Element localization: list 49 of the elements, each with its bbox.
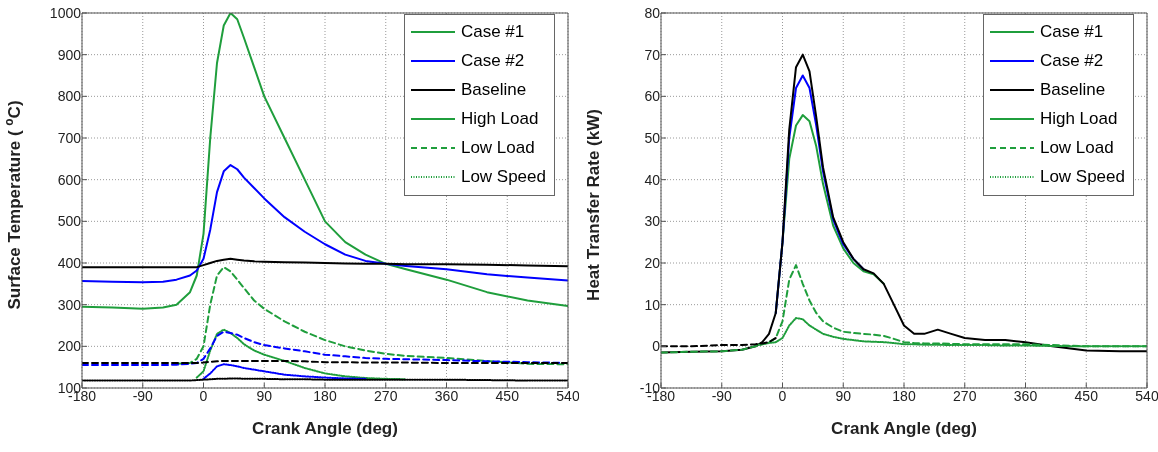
x-tick-label: 270 xyxy=(374,387,398,404)
y-tick-label: 80 xyxy=(644,4,661,21)
x-axis-title: Crank Angle (deg) xyxy=(831,419,977,438)
legend-label: Low Speed xyxy=(1039,166,1125,187)
legend-label: Baseline xyxy=(460,79,527,100)
x-tick-label: 0 xyxy=(199,387,208,404)
x-tick-label: 450 xyxy=(495,387,520,404)
x-axis-title: Crank Angle (deg) xyxy=(252,419,398,438)
legend-label: Case #1 xyxy=(1039,21,1104,42)
x-tick-label: -90 xyxy=(132,387,154,404)
legend-label: Case #2 xyxy=(1039,50,1104,71)
y-tick-label: 60 xyxy=(644,88,661,105)
legend-label: Case #1 xyxy=(460,21,525,42)
y-tick-label: 20 xyxy=(644,254,661,271)
y-tick-label: 0 xyxy=(652,338,661,355)
x-tick-label: 540 xyxy=(556,387,580,404)
x-tick-label: 450 xyxy=(1074,387,1099,404)
y-tick-label: 900 xyxy=(57,46,82,63)
y-tick-label: 700 xyxy=(57,129,82,146)
y-tick-label: 70 xyxy=(644,46,661,63)
x-tick-label: 90 xyxy=(256,387,273,404)
y-tick-label: 40 xyxy=(644,171,661,188)
x-tick-label: 90 xyxy=(835,387,852,404)
legend-label: Baseline xyxy=(1039,79,1106,100)
y-tick-label: 800 xyxy=(57,88,82,105)
legend-label: Low Load xyxy=(1039,137,1114,158)
y-tick-label: 10 xyxy=(644,296,661,313)
y-tick-label: 1000 xyxy=(49,4,82,21)
y-tick-label: 300 xyxy=(57,296,82,313)
x-tick-label: 180 xyxy=(313,387,337,404)
y-tick-label: 50 xyxy=(644,129,661,146)
legend-label: High Load xyxy=(1039,108,1118,129)
y-tick-label: 30 xyxy=(644,213,661,230)
legend-label: High Load xyxy=(460,108,539,129)
y-axis-title: Heat Transfer Rate (kW) xyxy=(584,109,603,301)
legend-label: Low Speed xyxy=(460,166,546,187)
x-tick-label: -90 xyxy=(711,387,733,404)
x-tick-label: 360 xyxy=(434,387,459,404)
y-tick-label: 400 xyxy=(57,254,82,271)
x-tick-label: 540 xyxy=(1135,387,1158,404)
x-tick-label: 0 xyxy=(778,387,787,404)
legend-label: Low Load xyxy=(460,137,535,158)
y-tick-label: 200 xyxy=(57,338,82,355)
x-tick-label: 360 xyxy=(1013,387,1038,404)
legend-label: Case #2 xyxy=(460,50,525,71)
x-tick-label: 270 xyxy=(953,387,977,404)
x-tick-label: 180 xyxy=(892,387,916,404)
y-tick-label: 500 xyxy=(57,213,82,230)
y-tick-label: 600 xyxy=(57,171,82,188)
